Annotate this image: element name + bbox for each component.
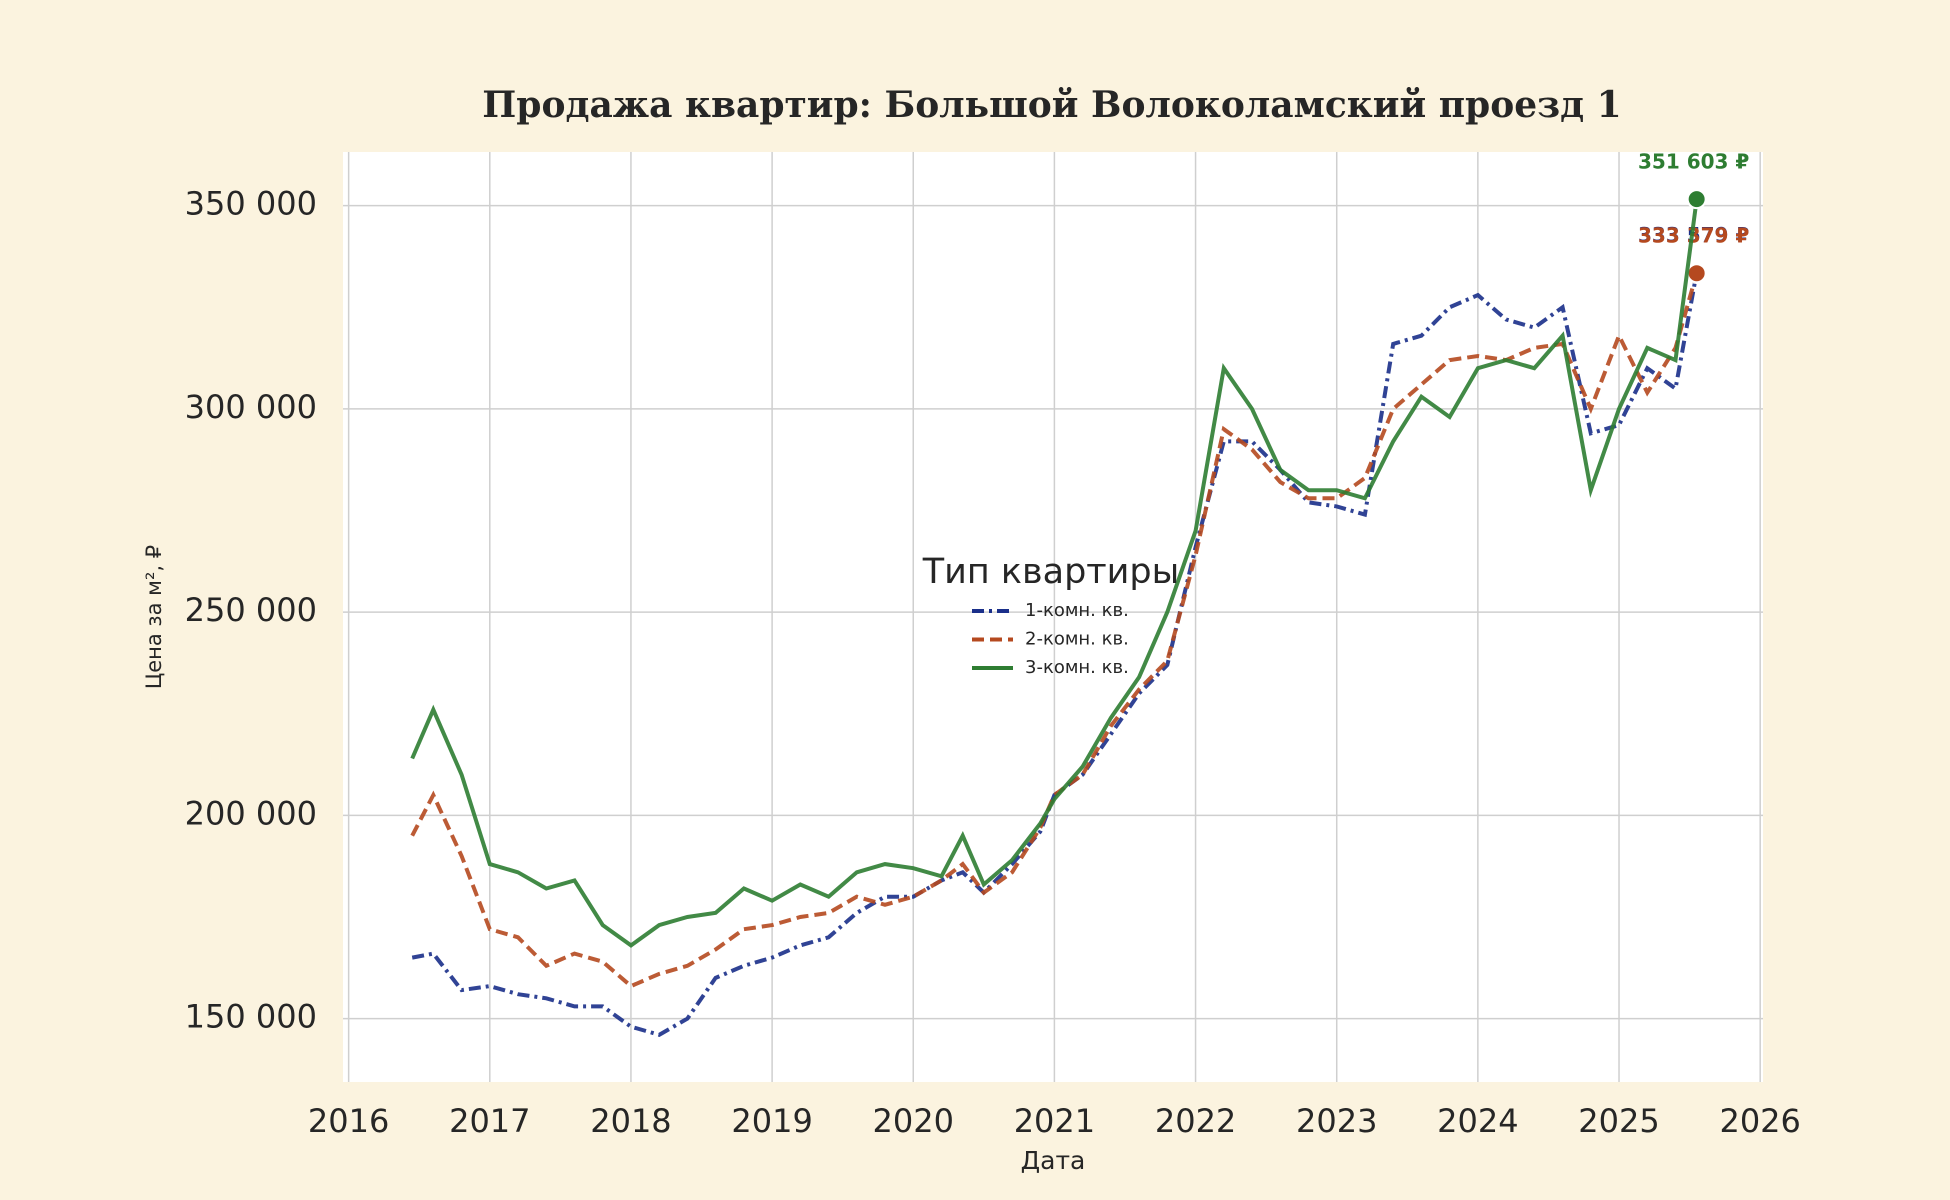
y-tick-label: 150 000 [185,998,317,1036]
x-tick-label: 2021 [1014,1102,1095,1140]
x-tick-label: 2022 [1155,1102,1236,1140]
x-tick-label: 2019 [731,1102,812,1140]
end-point [1686,189,1707,210]
lines: 333 579 ₽333 379 ₽351 603 ₽ [410,150,1749,1037]
x-tick-label: 2023 [1296,1102,1377,1140]
series-line [410,272,1699,989]
legend-label: 3-комн. кв. [1025,657,1129,678]
series-line [411,272,1699,1037]
y-axis-label: Цена за м², ₽ [142,545,166,689]
x-axis-label: Дата [1021,1146,1086,1175]
x-tick-label: 2026 [1719,1102,1800,1140]
x-tick-label: 2017 [449,1102,530,1140]
end-label: 351 603 ₽ [1638,150,1749,174]
legend-label: 2-комн. кв. [1025,629,1129,650]
x-tick-label: 2018 [590,1102,671,1140]
chart-title: Продажа квартир: Большой Волоколамский п… [482,84,1621,126]
x-tick-label: 2024 [1437,1102,1518,1140]
x-tick-label: 2020 [873,1102,954,1140]
x-tick-label: 2025 [1578,1102,1659,1140]
plot-area [343,152,1763,1082]
y-tick-label: 200 000 [185,794,317,832]
grid [343,152,1763,1082]
legend-label: 1-комн. кв. [1025,600,1129,621]
x-tick-label: 2016 [308,1102,389,1140]
y-tick-label: 250 000 [185,591,317,629]
y-tick-label: 350 000 [185,185,317,223]
legend-title: Тип квартиры [922,552,1180,592]
legend: Тип квартиры 1-комн. кв. 2-комн. кв. 3-ком… [922,552,1180,678]
series-line [410,198,1699,948]
end-point [1686,263,1707,284]
y-tick-label: 300 000 [185,388,317,426]
